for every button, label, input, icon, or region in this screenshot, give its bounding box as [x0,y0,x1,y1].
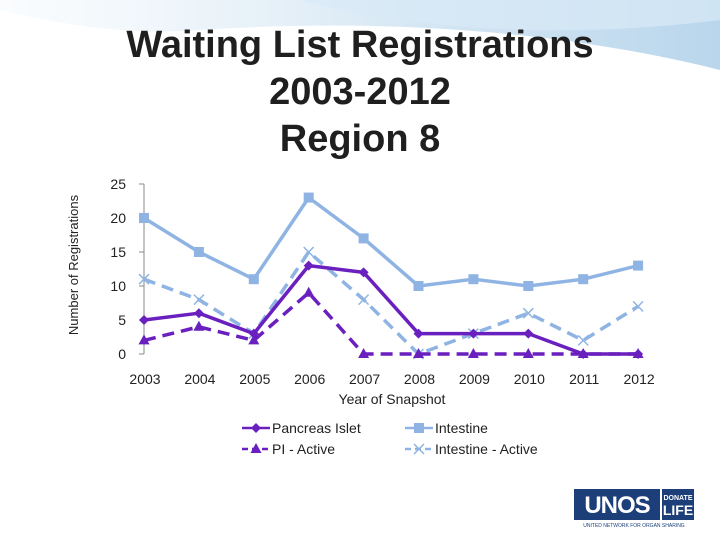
data-point [522,348,534,358]
data-point [193,294,205,306]
data-point [522,307,534,319]
data-point [358,348,370,358]
y-axis-title: Number of Registrations [66,194,81,335]
data-point [358,267,369,278]
logo-panel [574,489,660,520]
data-point [468,328,479,339]
y-tick-label: 10 [110,278,126,294]
series-line-pancreas-islet [143,263,639,356]
unos-logo: UNOS DONATE LIFE UNITED NETWORK FOR ORGA… [574,489,694,529]
data-point [193,247,204,257]
y-tick-label: 20 [110,210,126,226]
data-point [578,274,589,285]
data-point [468,274,479,285]
data-point [138,334,150,345]
series-line-intestine-active [143,250,640,356]
title-line-2: 2003-2012 [269,71,451,113]
data-point [193,320,205,331]
data-point [303,246,315,258]
logo-badge [662,489,694,520]
x-tick-label: 2006 [294,371,325,387]
data-point [633,260,644,271]
data-point [193,308,204,319]
legend-marker [251,423,261,433]
data-point [248,328,259,339]
x-tick-label: 2004 [184,371,215,387]
logo-badge-line1: DONATE [663,495,692,502]
data-point [578,349,589,359]
x-tick-label: 2003 [129,371,160,387]
data-point [358,233,369,244]
x-tick-label: 2009 [459,371,490,387]
series-line-pi-active [143,291,639,356]
x-tick-label: 2007 [349,371,380,387]
x-tick-label: 2010 [514,371,545,387]
data-point [413,348,424,358]
legend-marker [413,443,425,455]
legend-marker [414,423,424,433]
data-point [523,281,534,291]
x-tick-label: 2011 [569,371,599,387]
logo-text: UNOS [584,492,650,519]
data-point [358,294,370,306]
data-point [577,334,589,346]
data-point [303,286,315,297]
data-point [138,273,150,285]
legend-label: Pancreas Islet [272,420,361,436]
data-point [413,328,424,339]
logo-badge-line2: LIFE [663,502,693,518]
x-tick-label: 2012 [624,371,655,387]
data-point [523,328,534,339]
x-tick-label: 2008 [404,371,435,387]
legend-label: PI - Active [272,441,335,457]
legend-marker [250,443,262,453]
title-line-3: Region 8 [279,118,441,160]
data-point [632,300,644,312]
y-tick-label: 15 [110,244,126,260]
series-line-intestine [143,195,639,288]
data-point [303,260,314,271]
legend-label: Intestine - Active [435,441,538,457]
data-point [303,192,314,203]
x-axis-title: Year of Snapshot [339,391,446,407]
data-point [248,334,260,345]
logo-tagline: UNITED NETWORK FOR ORGAN SHARING [583,523,685,529]
chart-title: Waiting List Registrations 2003-2012 Reg… [60,22,660,163]
x-tick-label: 2005 [239,371,270,387]
data-point [139,213,149,223]
data-point [467,348,479,358]
data-point [633,349,644,359]
title-line-1: Waiting List Registrations [126,24,594,66]
y-tick-label: 25 [110,176,126,192]
data-point [139,315,149,325]
y-tick-label: 0 [118,346,126,362]
data-point [248,274,259,285]
legend-label: Intestine [435,420,488,436]
y-tick-label: 5 [118,312,126,328]
data-point [413,281,424,291]
